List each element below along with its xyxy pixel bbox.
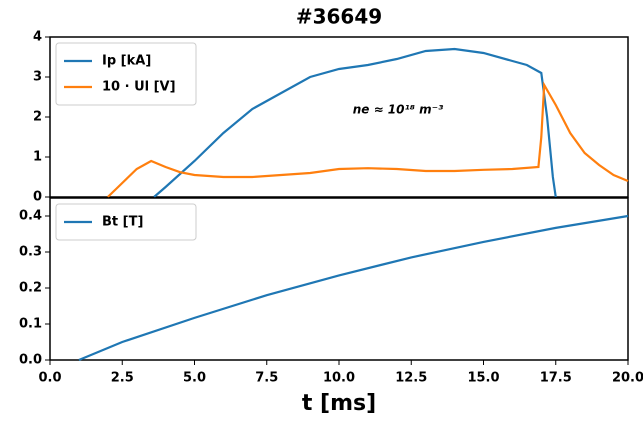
y-tick-label: 0.1 [19,317,42,332]
y-tick-label: 1 [33,150,42,165]
y-tick-label: 0.2 [19,281,42,296]
legend-label: Bt [T] [102,215,143,230]
series-line [78,214,629,362]
y-tick-label: 4 [33,30,42,45]
y-tick-label: 0 [33,190,42,205]
y-tick-label: 2 [33,110,42,125]
x-tick-label: 12.5 [395,371,427,386]
legend-label: Ip [kA] [102,54,151,69]
y-tick-label: 0.4 [19,209,42,224]
legend-box [55,203,197,241]
y-tick-label: 3 [33,70,42,85]
x-tick-label: 17.5 [540,371,572,386]
y-tick-label: 0.3 [19,245,42,260]
x-tick-label: 7.5 [255,371,278,386]
series-line [153,47,557,198]
legend-box [55,42,197,106]
chart-title: #36649 [296,5,382,29]
x-tick-label: 5.0 [183,371,206,386]
x-tick-label: 2.5 [111,371,134,386]
annotation: ne ≈ 10¹⁸ m⁻³ [353,103,444,117]
x-tick-label: 10.0 [323,371,355,386]
x-axis-label: t [ms] [302,391,376,416]
x-tick-label: 0.0 [38,371,61,386]
x-tick-label: 15.0 [467,371,499,386]
series-line [107,81,629,198]
legend-label: 10 · Ul [V] [102,80,176,95]
x-tick-label: 20.0 [612,371,643,386]
y-tick-label: 0.0 [19,353,42,368]
